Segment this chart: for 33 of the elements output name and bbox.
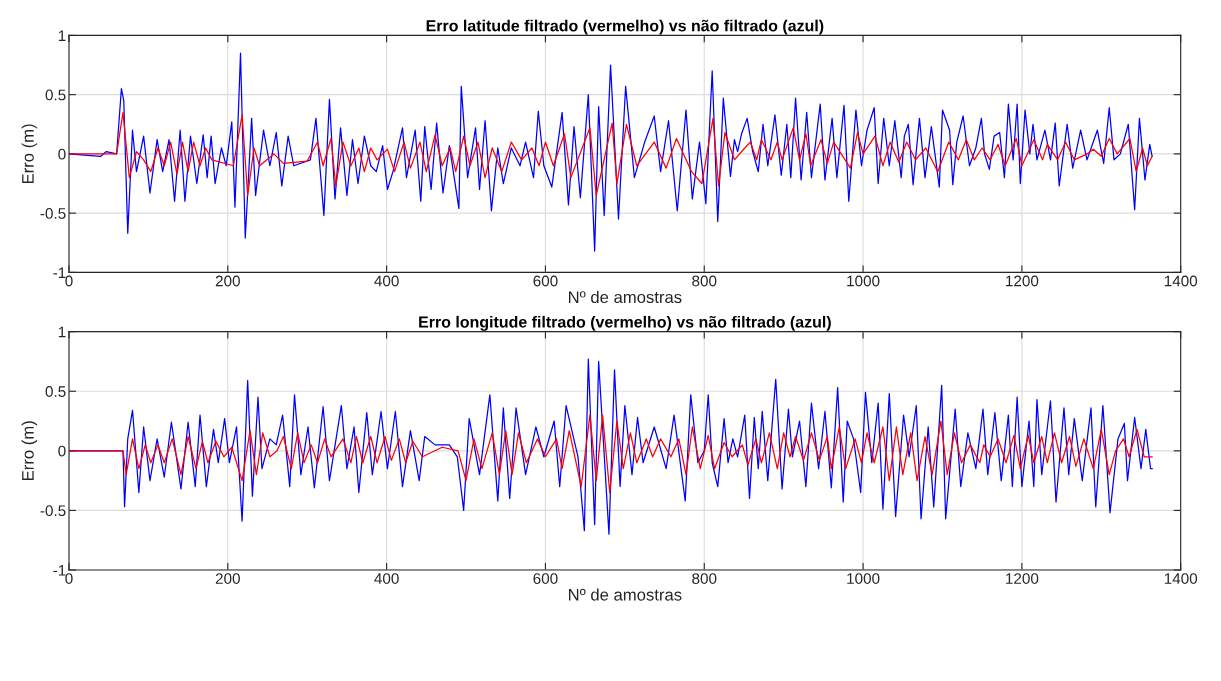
y-tick-label: -1 (53, 267, 66, 278)
x-tick-label: 1400 (1164, 573, 1198, 584)
x-axis-title: Nº de amostras (568, 588, 682, 601)
line-series (68, 414, 1153, 494)
x-tick-label: 600 (533, 573, 558, 584)
y-tick-label: -0.5 (40, 208, 66, 219)
x-tick-label: 1400 (1164, 275, 1198, 287)
x-tick-label: 200 (215, 573, 240, 584)
x-tick-label: 400 (374, 275, 399, 287)
chart-title: Erro longitude filtrado (vermelho) vs não filtrado (azul) (419, 315, 831, 331)
x-tick-label: 800 (692, 573, 717, 584)
y-tick-label: -0.5 (40, 505, 66, 517)
x-tick-label: 400 (374, 573, 399, 584)
y-tick-label: -1 (53, 565, 66, 576)
x-tick-label: 600 (533, 275, 558, 287)
y-tick-label: 0 (58, 445, 66, 457)
y-axis-title: Erro (m) (21, 124, 38, 184)
chart-title: Erro latitude filtrado (vermelho) vs não filtrado (azul) (426, 19, 824, 35)
y-tick-label: 0.5 (45, 386, 66, 397)
x-tick-label: 200 (215, 275, 240, 287)
x-tick-label: 1200 (1006, 275, 1039, 287)
x-tick-label: 1200 (1006, 573, 1039, 584)
x-tick-label: 800 (692, 275, 717, 287)
x-tick-label: 0 (65, 573, 73, 584)
y-axis-title: Erro (m) (21, 421, 38, 480)
line-series (68, 111, 1153, 197)
y-tick-label: 0.5 (45, 89, 66, 101)
x-tick-label: 1000 (847, 573, 880, 584)
y-tick-label: 1 (58, 30, 66, 41)
x-tick-label: 1000 (847, 275, 880, 287)
y-tick-label: 1 (58, 326, 66, 338)
y-tick-label: 0 (58, 148, 66, 160)
x-axis-title: Nº de amostras (568, 290, 682, 304)
